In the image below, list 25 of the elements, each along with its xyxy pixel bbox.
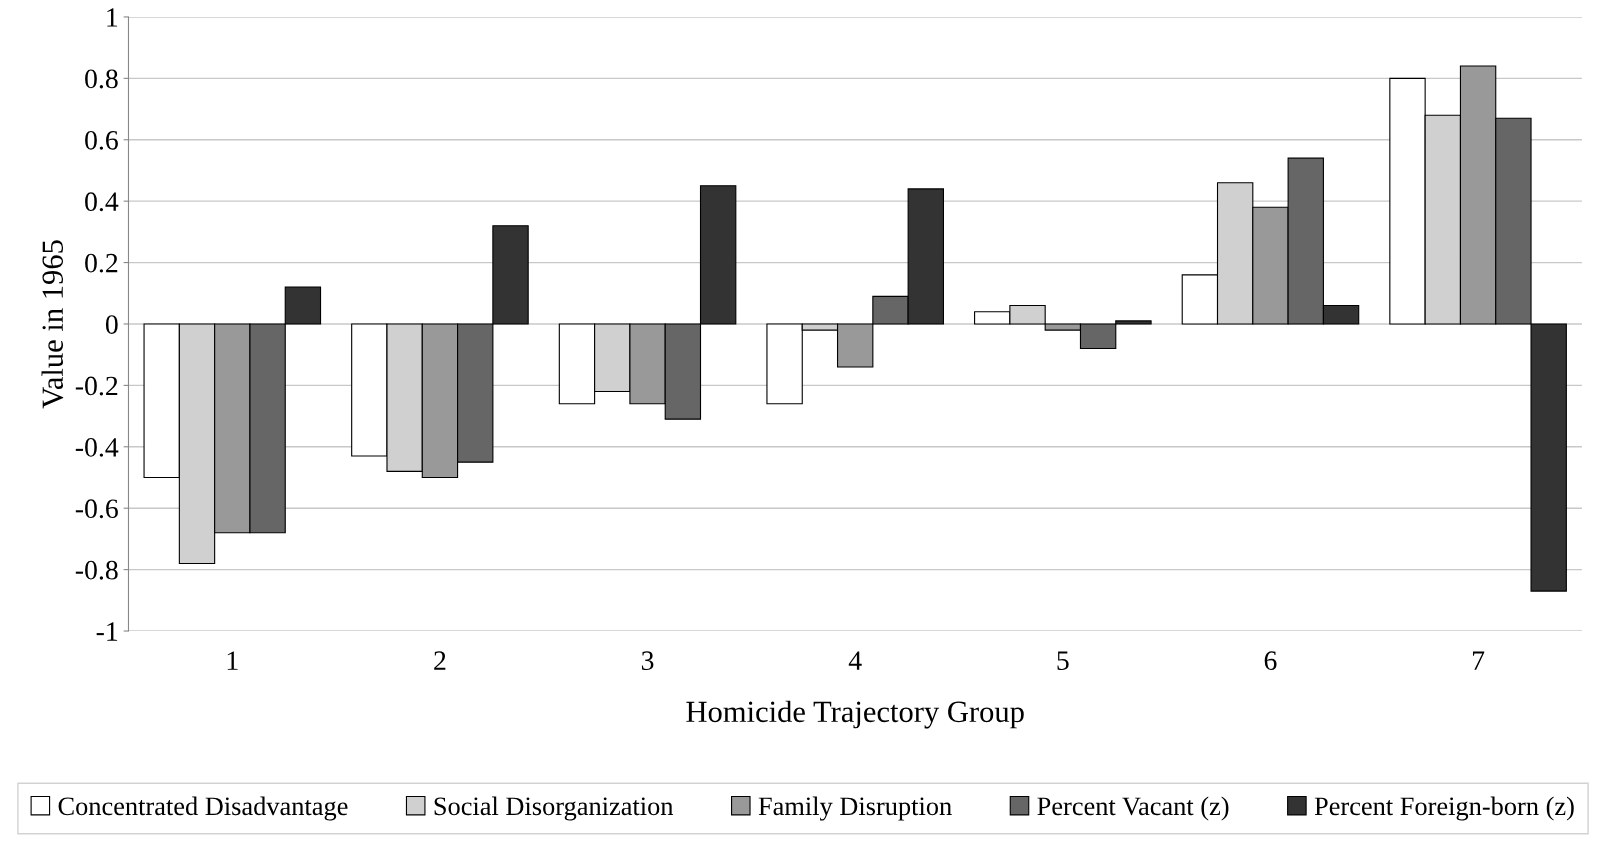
y-tick-label: -0.2	[75, 376, 118, 396]
x-tick-label: 3	[641, 651, 654, 671]
legend-label: Social Disorganization	[434, 796, 674, 821]
y-tick-label: 0.4	[85, 192, 119, 212]
y-tick-label: 0.6	[85, 130, 118, 150]
y-tick-label: 0.2	[85, 253, 118, 273]
x-tick-label: 5	[1057, 651, 1069, 671]
y-tick-label: -0.4	[75, 437, 119, 457]
legend-label: Percent Foreign-born (z)	[1314, 796, 1574, 821]
y-tick-label: 1	[107, 8, 118, 27]
legend-label: Concentrated Disadvantage	[58, 796, 348, 821]
y-tick-label: -0.8	[75, 560, 118, 580]
y-tick-label: -1	[96, 622, 118, 641]
x-axis-title: Homicide Trajectory Group	[686, 700, 1024, 729]
x-tick-label: 7	[1472, 651, 1485, 670]
y-tick-label: -0.6	[75, 499, 118, 519]
x-tick-label: 2	[434, 651, 446, 670]
x-tick-label: 4	[848, 651, 862, 670]
legend-label: Family Disruption	[758, 796, 952, 821]
y-tick-label: 0.8	[85, 69, 118, 89]
legend-label: Percent Vacant (z)	[1037, 796, 1229, 821]
y-axis-title: Value in 1965	[41, 240, 64, 409]
y-tick-label: 0	[105, 315, 118, 334]
x-tick-label: 6	[1264, 651, 1277, 671]
x-tick-label: 1	[227, 651, 238, 670]
